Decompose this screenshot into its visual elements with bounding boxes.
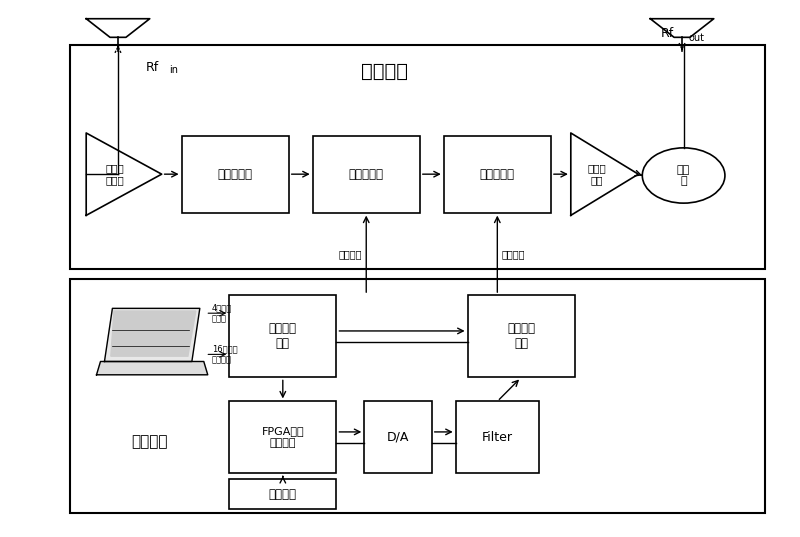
Text: D/A: D/A [387, 431, 410, 444]
Circle shape [642, 148, 725, 203]
Text: 16位串口
控波形码: 16位串口 控波形码 [212, 345, 238, 364]
Text: 带通滤波器: 带通滤波器 [218, 168, 253, 180]
Text: 4位串口
数控码: 4位串口 数控码 [212, 303, 232, 323]
Text: 电平转换
单元: 电平转换 单元 [507, 322, 535, 350]
Text: 调制模块: 调制模块 [131, 434, 168, 449]
Text: 功率放
大器: 功率放 大器 [587, 163, 606, 185]
Text: FPGA波形
存储单元: FPGA波形 存储单元 [262, 426, 304, 448]
Bar [229, 401, 337, 473]
Bar [364, 401, 432, 473]
Bar [313, 136, 420, 213]
Bar [444, 136, 551, 213]
Text: 数控信号: 数控信号 [502, 249, 525, 259]
Polygon shape [571, 133, 638, 215]
Bar [182, 136, 289, 213]
Polygon shape [105, 308, 200, 361]
Bar [229, 480, 337, 509]
Text: 时钟单元: 时钟单元 [269, 488, 297, 500]
Bar [467, 295, 574, 378]
Text: 数控衰减器: 数控衰减器 [480, 168, 515, 180]
Text: Rf: Rf [146, 61, 159, 74]
Text: 射频模块: 射频模块 [361, 62, 408, 82]
Bar [70, 279, 766, 513]
Polygon shape [650, 19, 714, 38]
Bar [70, 45, 766, 268]
Text: 隔离
器: 隔离 器 [677, 165, 690, 186]
Text: 压控信号: 压控信号 [338, 249, 362, 259]
Polygon shape [97, 361, 208, 375]
Text: in: in [170, 66, 178, 76]
Polygon shape [86, 19, 150, 38]
Text: out: out [688, 33, 704, 43]
Text: Filter: Filter [482, 431, 513, 444]
Polygon shape [86, 133, 162, 215]
Bar [229, 295, 337, 378]
Text: 压控衰减器: 压控衰减器 [349, 168, 384, 180]
Text: 串口接口
单元: 串口接口 单元 [269, 322, 297, 350]
Bar [456, 401, 539, 473]
Text: Rf: Rf [661, 27, 674, 40]
Text: 低噪声
放大器: 低噪声 放大器 [106, 163, 124, 185]
Polygon shape [111, 311, 196, 356]
